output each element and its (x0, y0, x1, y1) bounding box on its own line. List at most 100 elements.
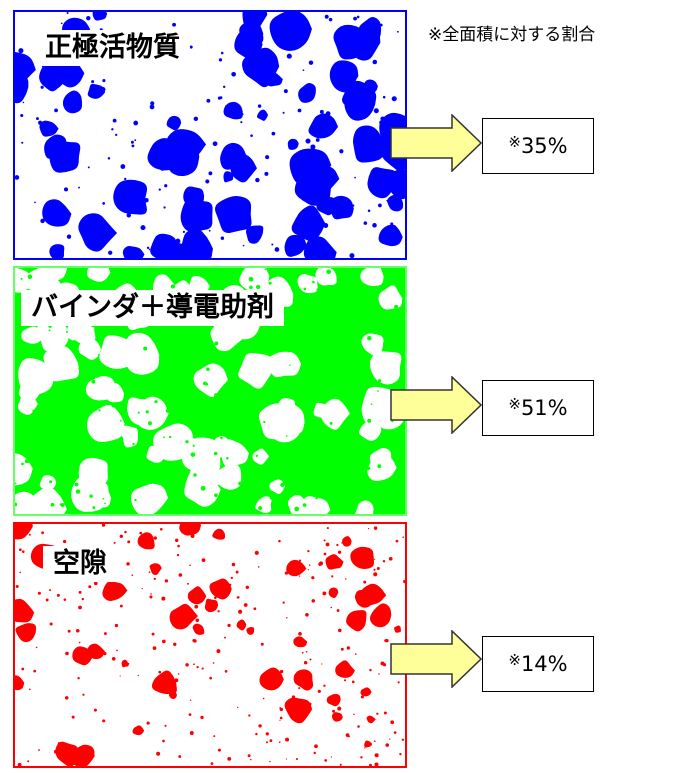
active-material-particle (44, 134, 68, 159)
void-speck (119, 675, 121, 677)
active-material-speck (308, 60, 314, 65)
void-speck (258, 724, 262, 728)
particle-hole (369, 351, 402, 385)
binder-speck (400, 509, 405, 514)
void-speck (27, 760, 30, 763)
binder-speck (338, 354, 343, 359)
void-speck (318, 562, 322, 566)
binder-speck (271, 270, 276, 275)
binder-speck (61, 427, 66, 432)
binder-conductive-panel: バインダ＋導電助剤 (13, 266, 407, 516)
binder-speck (252, 424, 258, 430)
void-speck (367, 527, 370, 530)
binder-speck (140, 475, 143, 478)
active-material-speck (66, 12, 69, 15)
void-region (394, 625, 401, 633)
note-mark: ※ (508, 395, 521, 413)
active-material-speck (220, 236, 225, 240)
void-speck (216, 581, 219, 583)
void-speck (93, 581, 98, 586)
void-speck (307, 568, 309, 571)
void-speck (45, 598, 49, 602)
binder-speck (63, 462, 67, 466)
void-region (137, 532, 155, 550)
binder-speck (260, 439, 263, 442)
void-speck (150, 593, 152, 595)
active-material-speck (18, 48, 24, 54)
void-speck (118, 584, 122, 588)
active-material-speck (108, 250, 113, 255)
right-arrow-icon (390, 114, 482, 172)
binder-speck (302, 503, 307, 507)
binder-speck (195, 415, 200, 421)
binder-speck (138, 390, 141, 393)
void-speck (18, 548, 22, 552)
void-speck (337, 628, 342, 633)
void-speck (216, 649, 221, 654)
active-material-particle (166, 115, 182, 131)
binder-speck (265, 332, 269, 336)
binder-speck (68, 410, 71, 413)
particle-hole (193, 363, 228, 397)
void-speck (308, 702, 312, 706)
active-material-speck (367, 209, 371, 213)
void-speck (38, 749, 40, 751)
void-speck (363, 580, 367, 584)
void-speck (254, 550, 259, 555)
void-speck (56, 593, 60, 597)
active-material-particle (15, 72, 29, 104)
active-material-particle (215, 195, 252, 234)
binder-speck (316, 288, 320, 292)
active-material-speck (352, 100, 357, 104)
void-region (204, 598, 219, 613)
binder-speck (165, 408, 171, 413)
binder-speck (312, 280, 315, 284)
active-material-speck (220, 51, 224, 55)
void-speck (28, 533, 31, 536)
binder-speck (16, 359, 20, 363)
binder-speck (49, 480, 53, 484)
active-material-speck (22, 101, 25, 104)
active-material-speck (231, 71, 236, 77)
particle-hole (252, 448, 270, 465)
void-region (246, 627, 255, 635)
particle-hole (361, 333, 384, 356)
void-region (259, 667, 284, 691)
binder-speck (377, 379, 382, 383)
void-speck (182, 524, 187, 528)
binder-speck (148, 331, 153, 336)
active-material-speck (373, 108, 379, 114)
void-speck (353, 553, 356, 556)
binder-speck (48, 329, 51, 332)
void-speck (77, 677, 80, 680)
void-speck (243, 603, 248, 607)
void-speck (190, 534, 195, 538)
void-speck (298, 687, 301, 690)
void-speck (93, 708, 97, 712)
particle-hole (355, 500, 374, 514)
binder-speck (213, 451, 218, 456)
binder-speck (185, 503, 189, 508)
void-region (209, 578, 232, 600)
particle-hole (360, 268, 384, 287)
binder-speck (142, 449, 145, 452)
active-material-speck (390, 222, 394, 226)
binder-speck (305, 460, 308, 463)
cathode-active-material-label: 正極活物質 (35, 30, 190, 66)
active-material-speck (379, 120, 384, 125)
void-region (15, 675, 25, 691)
active-material-speck (352, 80, 358, 85)
void-speck (286, 617, 288, 619)
binder-speck (201, 341, 205, 346)
binder-speck (292, 448, 297, 452)
binder-speck (268, 440, 273, 444)
active-material-speck (131, 144, 135, 148)
active-material-speck (391, 96, 397, 102)
void-speck (373, 740, 376, 742)
void-speck (311, 599, 316, 603)
void-speck (153, 577, 156, 581)
void-speck (159, 528, 163, 531)
binder-speck (32, 409, 35, 412)
active-material-speck (148, 248, 151, 251)
binder-speck (310, 306, 313, 308)
